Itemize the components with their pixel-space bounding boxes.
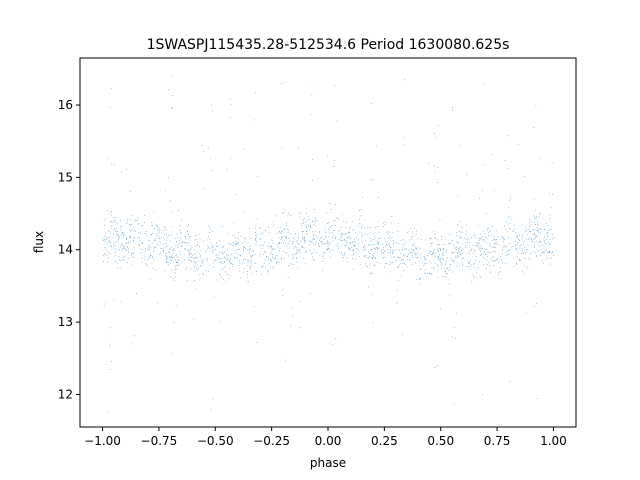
x-axis-label: phase [310,456,346,470]
x-tick-label: 1.00 [540,434,567,448]
chart-title: 1SWASPJ115435.28-512534.6 Period 1630080… [147,37,510,53]
y-tick-label: 16 [58,98,73,112]
x-tick-label: −0.25 [253,434,290,448]
y-axis-label: flux [32,231,46,253]
y-tick-label: 13 [58,315,73,329]
scatter-points [102,76,555,413]
x-tick-label: −0.50 [197,434,234,448]
y-axis-ticks: 12 13 14 15 16 [58,98,80,401]
y-tick-label: 15 [58,170,73,184]
x-axis-ticks: −1.00 −0.75 −0.50 −0.25 0.00 0.25 0.50 0.75 1.00 [84,427,567,448]
x-tick-label: −1.00 [84,434,121,448]
x-tick-label: −0.75 [141,434,178,448]
y-tick-label: 12 [58,387,73,401]
scatter-series-points [102,76,555,413]
x-tick-label: 0.75 [484,434,511,448]
x-tick-label: 0.50 [427,434,454,448]
y-tick-label: 14 [58,243,73,257]
x-tick-label: 0.25 [371,434,398,448]
x-tick-label: 0.00 [315,434,342,448]
